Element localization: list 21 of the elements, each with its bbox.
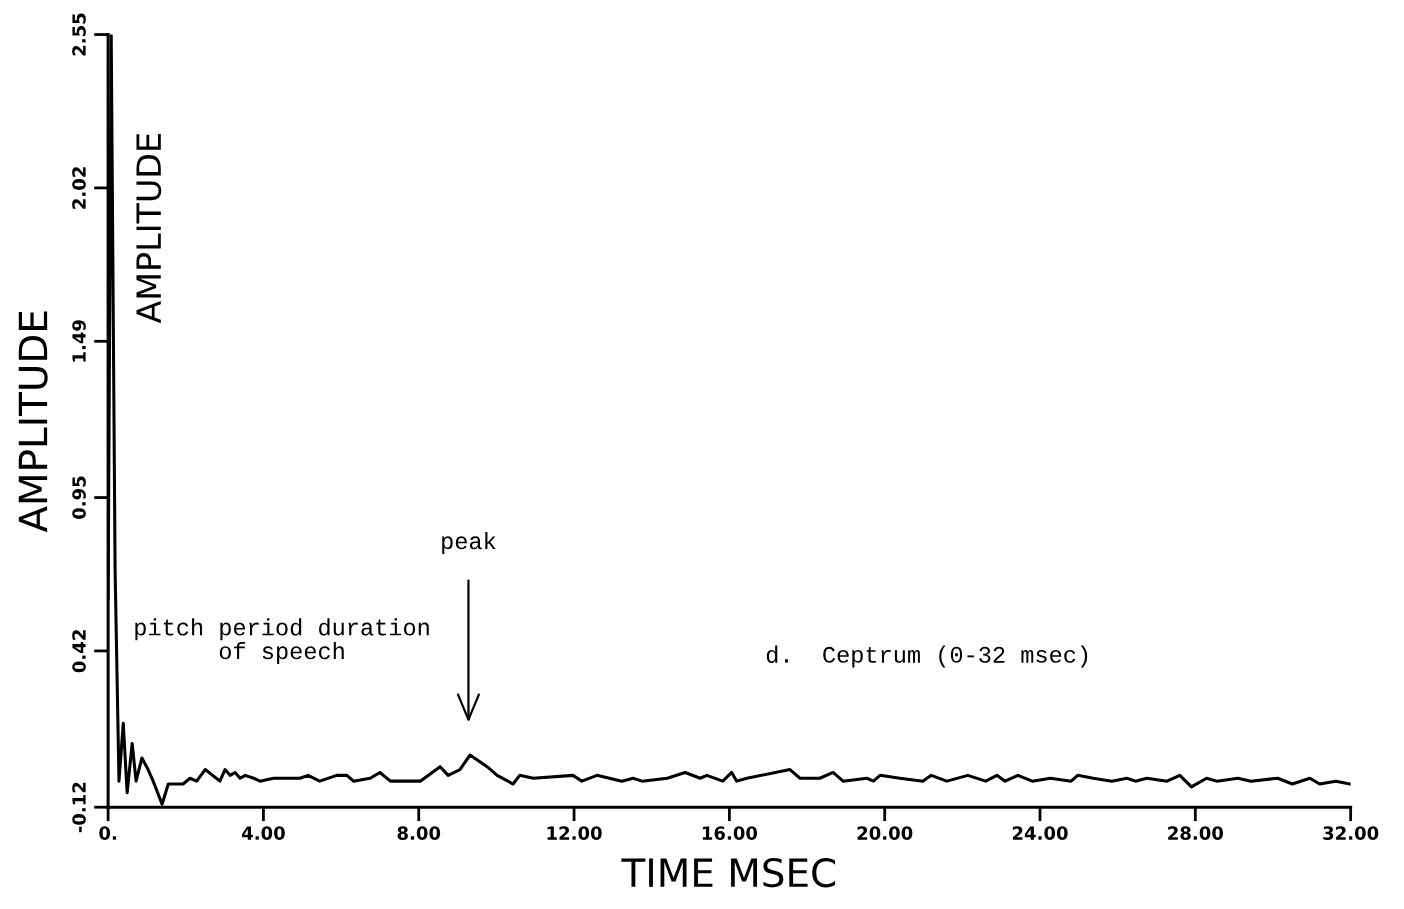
annotation: d. Ceptrum (0-32 msec) <box>766 645 1088 668</box>
y-tick-label: 0.95 <box>72 476 86 519</box>
annotation: pitch period duration of speech <box>135 618 429 664</box>
y-tick-label: 2.55 <box>72 13 86 56</box>
y-tick-label: 0.42 <box>72 630 86 673</box>
x-tick-label: 32.00 <box>1323 826 1379 840</box>
y-tick-label: -0.12 <box>72 782 86 833</box>
y-tick-label: 1.49 <box>72 320 86 362</box>
x-tick-label: 24.00 <box>1012 826 1068 840</box>
x-tick-label: 8.00 <box>397 826 441 840</box>
x-axis-title: TIME MSEC <box>621 857 836 888</box>
x-tick-label: 12.00 <box>547 826 602 840</box>
x-tick-label: 28.00 <box>1168 826 1224 840</box>
annotation: AMPLITUDE <box>136 134 162 324</box>
y-axis-title: AMPLITUDE <box>18 311 48 533</box>
y-tick-label: 2.02 <box>72 167 86 209</box>
x-tick-label: 0. <box>99 826 116 840</box>
x-tick-label: 16.00 <box>702 826 758 840</box>
x-tick-label: 20.00 <box>857 826 913 840</box>
annotation: peak <box>442 531 496 554</box>
x-tick-label: 4.00 <box>241 826 285 840</box>
